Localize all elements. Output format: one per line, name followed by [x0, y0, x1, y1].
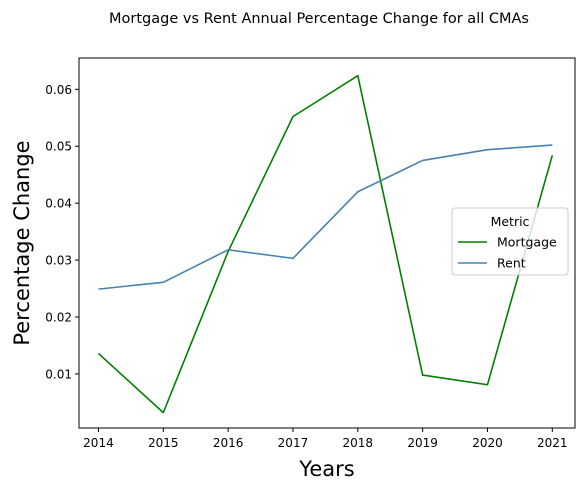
- x-tick-label: 2014: [83, 436, 114, 450]
- y-tick-label: 0.01: [45, 367, 72, 381]
- x-axis-label: Years: [298, 457, 354, 481]
- x-tick-label: 2015: [148, 436, 179, 450]
- plot-area: 2014 2015 2016 2017 2018 2019 2020 2021 0.010.0…: [45, 57, 576, 450]
- chart-title: Mortgage vs Rent Annual Percentage Chang…: [109, 11, 529, 27]
- x-tick-label: 2018: [343, 436, 374, 450]
- legend-label-mortgage: Mortgage: [497, 235, 557, 250]
- series-line-rent: [98, 144, 553, 290]
- legend: Metric Mortgage Rent: [451, 207, 569, 276]
- x-tick-label: 2020: [472, 436, 503, 450]
- y-tick-label: 0.05: [45, 140, 72, 154]
- legend-title: Metric: [491, 214, 530, 229]
- x-axis: 2014 2015 2016 2017 2018 2019 2020 2021: [83, 428, 568, 450]
- series-lines: [97, 74, 554, 414]
- y-axis: 0.01 0.02 0.03 0.04 0.05 0.06: [45, 83, 79, 381]
- y-tick-label: 0.06: [45, 83, 72, 97]
- x-tick-label: 2017: [278, 436, 309, 450]
- legend-box: [451, 207, 569, 276]
- y-tick-label: 0.02: [45, 311, 72, 325]
- legend-label-rent: Rent: [497, 256, 526, 271]
- x-tick-label: 2016: [213, 436, 244, 450]
- x-tick-label: 2021: [537, 436, 568, 450]
- y-tick-label: 0.03: [45, 254, 72, 268]
- y-axis-label: Percentage Change: [10, 140, 34, 345]
- plot-frame: [78, 57, 576, 429]
- x-tick-label: 2019: [407, 436, 438, 450]
- y-tick-label: 0.04: [45, 197, 72, 211]
- series-line-mortgage: [97, 74, 554, 414]
